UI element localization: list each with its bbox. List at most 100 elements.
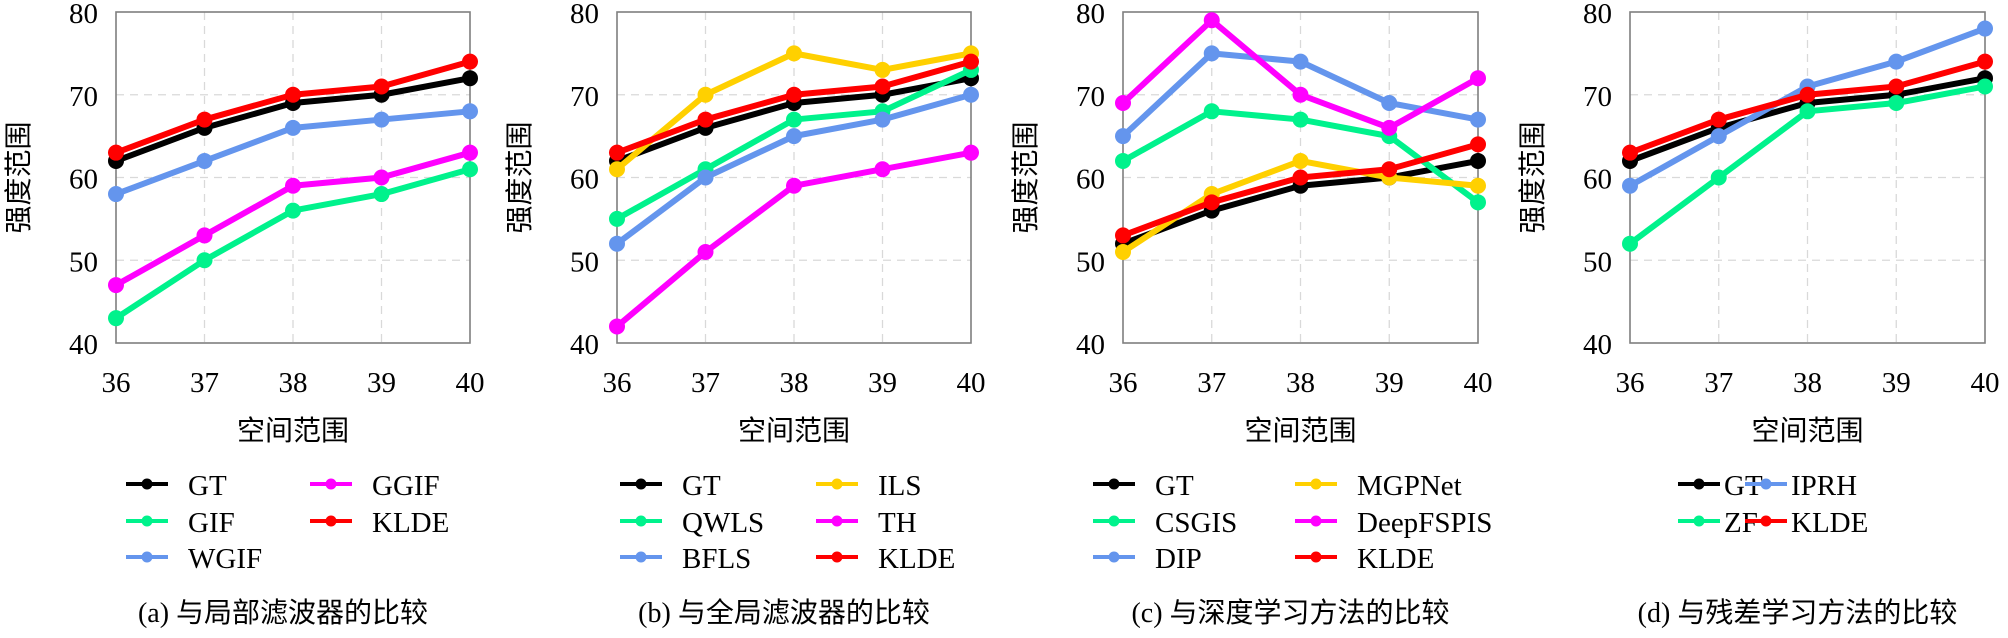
data-point <box>609 144 625 161</box>
y-tick-label: 40 <box>1076 329 1105 361</box>
data-point <box>1977 53 1993 70</box>
legend-swatch-marker <box>1693 478 1705 490</box>
y-axis-label: 强度范围 <box>3 121 35 233</box>
x-tick-label: 40 <box>1464 367 1493 399</box>
y-tick-label: 80 <box>1583 0 1612 30</box>
x-tick-label: 39 <box>1375 367 1404 399</box>
legend-swatch-marker <box>1310 478 1322 490</box>
x-tick-label: 36 <box>1616 367 1645 399</box>
plot-frame <box>115 11 471 344</box>
data-point <box>462 161 478 178</box>
data-point <box>1292 152 1309 169</box>
legend-label: KLDE <box>1357 543 1434 575</box>
series-qwls <box>609 61 979 227</box>
data-point <box>1977 20 1993 37</box>
legend-item-klde: KLDE <box>816 543 955 575</box>
data-point <box>1470 177 1486 194</box>
data-point <box>108 186 124 203</box>
legend-item-gt: GT <box>1093 470 1194 502</box>
series-gif <box>108 161 478 327</box>
data-point <box>786 177 802 194</box>
legend-label: GT <box>682 470 721 502</box>
legend-swatch-marker <box>831 478 843 490</box>
data-point <box>1381 95 1398 112</box>
data-point <box>373 111 390 128</box>
data-point <box>462 144 478 161</box>
x-axis-label: 空间范围 <box>738 415 850 447</box>
x-tick-label: 38 <box>1793 367 1822 399</box>
series-wgif <box>108 103 478 203</box>
data-point <box>697 169 714 186</box>
y-tick-label: 50 <box>1076 246 1105 278</box>
data-point <box>609 210 625 227</box>
series-klde <box>108 53 478 161</box>
data-point <box>1622 235 1638 252</box>
data-point <box>1292 169 1309 186</box>
legend-swatch-marker <box>1108 515 1120 527</box>
data-point <box>108 144 124 161</box>
chart-panel-b: 40 50 60 70 80 36 37 38 39 40 空间范围 强度范围 GT QWLS BFLS IL… <box>504 0 986 629</box>
legend-swatch-marker <box>1310 515 1322 527</box>
y-tick-label: 40 <box>69 329 98 361</box>
legend-label: BFLS <box>682 543 751 575</box>
data-point <box>874 111 891 128</box>
data-point <box>1381 161 1398 178</box>
chart-panel-c: 40 50 60 70 80 36 37 38 39 40 空间范围 强度范围 GT CSGIS DIP MG… <box>1010 0 1493 629</box>
x-axis-label: 空间范围 <box>1244 415 1356 447</box>
data-point <box>196 252 213 269</box>
y-axis-label: 强度范围 <box>1517 121 1549 233</box>
y-tick-label: 70 <box>570 81 599 113</box>
data-point <box>196 152 213 169</box>
legend-label: KLDE <box>372 507 449 539</box>
legend-item-klde: KLDE <box>1745 507 1868 539</box>
data-point <box>1470 194 1486 211</box>
plot-frame <box>1629 11 1986 344</box>
data-point <box>786 111 802 128</box>
legend-item-klde: KLDE <box>310 507 449 539</box>
legend-label: CSGIS <box>1155 507 1237 539</box>
data-point <box>1203 45 1220 62</box>
x-tick-label: 39 <box>1882 367 1911 399</box>
data-point <box>285 177 301 194</box>
x-tick-label: 37 <box>691 367 720 399</box>
data-point <box>1115 128 1131 145</box>
y-tick-label: 50 <box>1583 246 1612 278</box>
x-tick-label: 37 <box>1197 367 1226 399</box>
data-point <box>285 202 301 219</box>
legend-item-mgpnet: MGPNet <box>1295 470 1462 502</box>
data-point <box>1381 119 1398 136</box>
data-point <box>1622 144 1638 161</box>
legend-item-dip: DIP <box>1093 543 1202 575</box>
x-tick-label: 40 <box>957 367 986 399</box>
data-point <box>697 86 714 103</box>
data-point <box>462 103 478 120</box>
data-point <box>1115 227 1131 244</box>
legend-item-zf: ZF <box>1678 507 1758 539</box>
legend-label: IPRH <box>1791 470 1857 502</box>
subfigure-caption: (d) 与残差学习方法的比较 <box>1638 597 1958 629</box>
legend-swatch-marker <box>141 551 153 563</box>
series-deepfspis <box>1115 12 1486 136</box>
data-point <box>373 186 390 203</box>
data-point <box>697 111 714 128</box>
legend-swatch-marker <box>141 515 153 527</box>
legend-swatch-marker <box>1760 478 1772 490</box>
data-point <box>108 277 124 294</box>
y-tick-label: 80 <box>570 0 599 30</box>
legend-swatch-marker <box>831 551 843 563</box>
data-point <box>1203 103 1220 120</box>
data-point <box>462 53 478 70</box>
series-bfls <box>609 86 979 252</box>
data-point <box>1115 95 1131 112</box>
y-tick-label: 40 <box>570 329 599 361</box>
legend-item-iprh: IPRH <box>1745 470 1857 502</box>
y-tick-label: 40 <box>1583 329 1612 361</box>
legend-item-csgis: CSGIS <box>1093 507 1237 539</box>
x-tick-label: 37 <box>1704 367 1733 399</box>
data-point <box>874 61 891 78</box>
legend-label: GGIF <box>372 470 440 502</box>
legend-swatch-marker <box>1310 551 1322 563</box>
y-tick-label: 80 <box>69 0 98 30</box>
